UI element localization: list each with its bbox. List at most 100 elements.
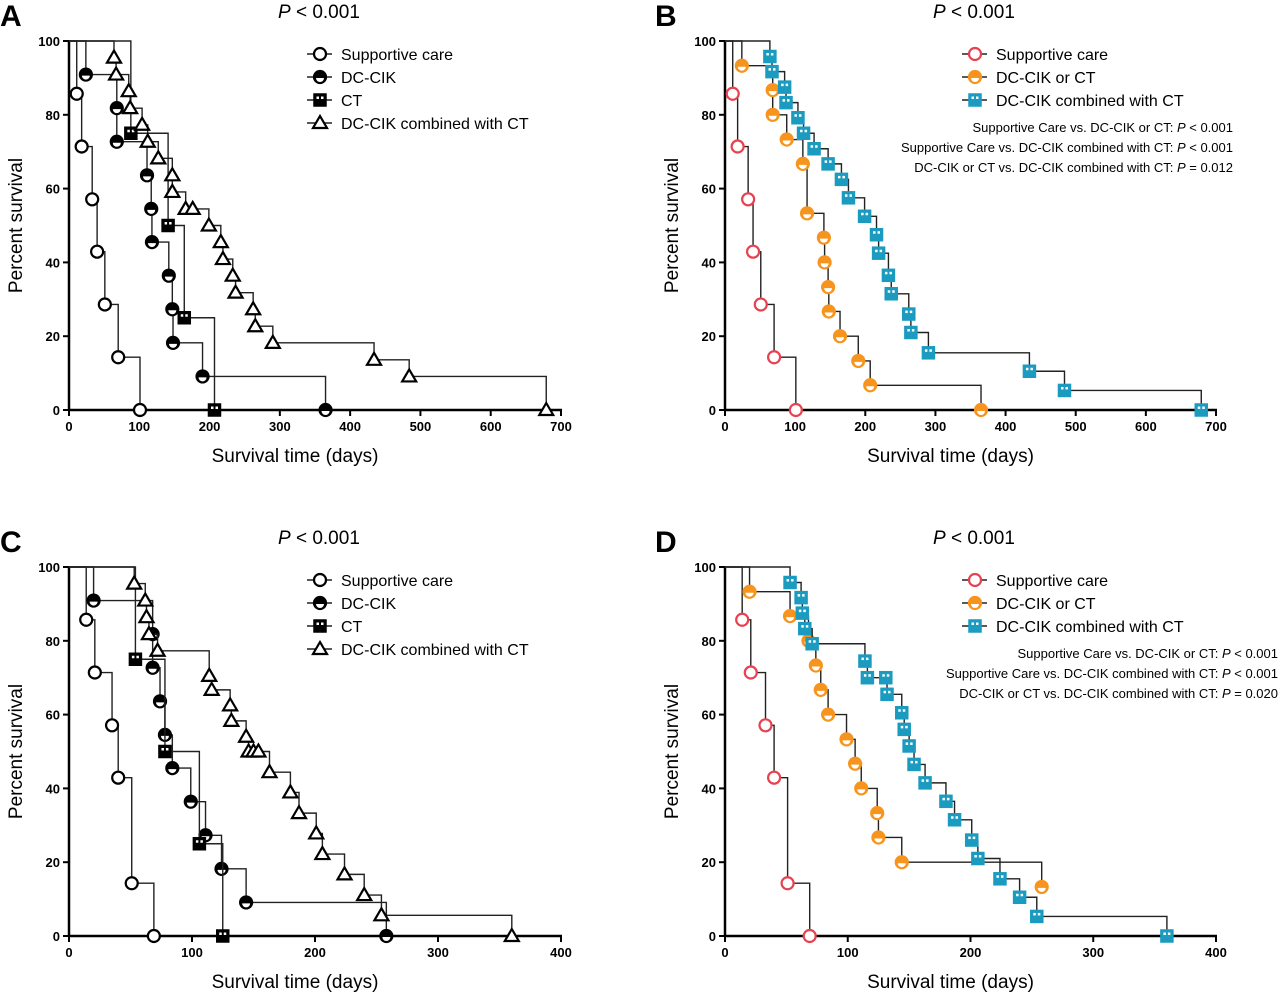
- censor-mark: [881, 268, 896, 283]
- censor-mark: [832, 329, 848, 344]
- censor-mark: [86, 593, 101, 608]
- legend-marker: [313, 619, 327, 633]
- censor-mark: [971, 851, 985, 866]
- panel-d: D P < 0.001 0 100 200 300 400 0 20 40 60 80 100 Survi…: [655, 526, 1278, 993]
- censor-mark: [97, 297, 112, 312]
- censor-mark: [237, 727, 256, 743]
- censor-mark: [1194, 403, 1209, 417]
- censor-mark: [821, 304, 836, 319]
- legend-marker: [967, 572, 983, 588]
- censor-mark: [1030, 909, 1044, 924]
- censor-mark: [161, 268, 176, 283]
- censor-mark: [109, 101, 124, 116]
- censor-mark: [74, 139, 89, 154]
- y-axis-label: Percent survival: [6, 684, 27, 819]
- y-tick-label: 0: [53, 929, 60, 944]
- y-tick-label: 60: [702, 182, 716, 197]
- censor-mark: [939, 794, 953, 809]
- x-tick-label: 100: [128, 419, 150, 434]
- censor-mark: [244, 300, 263, 316]
- censor-mark: [993, 872, 1007, 886]
- series-dc-cik-or-ct: [725, 40, 989, 418]
- censor-mark: [144, 201, 159, 216]
- legend-item: CT: [307, 619, 363, 636]
- x-tick-label: 100: [837, 945, 859, 960]
- legend-label: DC-CIK combined with CT: [341, 642, 529, 659]
- series-dc-cik: [69, 40, 333, 418]
- y-tick-label: 20: [46, 855, 60, 870]
- legend-item: DC-CIK combined with CT: [962, 93, 1184, 110]
- censor-mark: [177, 311, 192, 325]
- censor-mark: [795, 606, 810, 620]
- censor-mark: [795, 156, 810, 171]
- censor-mark: [851, 353, 866, 369]
- y-tick-label: 0: [53, 403, 60, 418]
- legend-marker: [311, 639, 329, 656]
- censor-mark: [239, 895, 254, 910]
- censor-mark: [779, 95, 793, 110]
- legend-marker: [312, 46, 328, 62]
- legend-marker: [967, 595, 983, 611]
- censor-mark: [858, 654, 872, 668]
- censor-mark: [879, 670, 893, 685]
- y-axis-label: Percent survival: [662, 684, 683, 819]
- censor-mark: [897, 722, 911, 737]
- legend-marker: [311, 113, 329, 130]
- censor-mark: [894, 855, 909, 870]
- censor-mark: [78, 67, 93, 82]
- censor-mark: [848, 756, 863, 771]
- panel-title: P < 0.001: [933, 2, 1015, 23]
- censor-mark: [763, 49, 777, 64]
- censor-mark: [136, 591, 155, 607]
- x-tick-label: 400: [995, 419, 1017, 434]
- censor-mark: [158, 744, 172, 759]
- censor-mark: [165, 761, 180, 776]
- censor-mark: [904, 325, 918, 340]
- censor-mark: [765, 82, 780, 98]
- y-tick-label: 80: [702, 634, 716, 649]
- censor-mark: [799, 206, 815, 221]
- censor-mark: [796, 126, 811, 140]
- censor-mark: [111, 770, 126, 785]
- censor-mark: [788, 402, 803, 418]
- x-axis-label: Survival time (days): [867, 446, 1034, 467]
- comparison-pvalue: DC-CIK or CT vs. DC-CIK combined with CT…: [959, 686, 1278, 701]
- censor-mark: [839, 732, 854, 747]
- series-ct: [69, 40, 222, 417]
- legend-label: DC-CIK combined with CT: [996, 619, 1184, 636]
- panel-letter: B: [655, 0, 677, 33]
- censor-mark: [137, 608, 156, 624]
- censor-mark: [902, 739, 916, 753]
- y-tick-label: 60: [46, 708, 60, 723]
- y-tick-label: 80: [702, 108, 716, 123]
- censor-mark: [222, 711, 241, 727]
- legend-item: Supportive care: [962, 572, 1108, 590]
- censor-mark: [202, 680, 221, 696]
- censor-mark: [165, 335, 181, 350]
- censor-mark: [813, 682, 828, 697]
- censor-mark: [1034, 879, 1049, 895]
- censor-mark: [902, 307, 916, 321]
- censor-mark: [765, 64, 779, 79]
- x-tick-label: 400: [339, 419, 361, 434]
- y-tick-label: 40: [46, 255, 60, 270]
- panel-title: P < 0.001: [933, 528, 1015, 549]
- censor-mark: [880, 687, 894, 702]
- x-tick-label: 100: [181, 945, 203, 960]
- censor-mark: [223, 266, 242, 282]
- censor-mark: [249, 742, 268, 758]
- censor-mark: [214, 861, 229, 876]
- panel-c: C P < 0.001 0 100 200 300 400 0 20 40 60 80 100 Survi…: [0, 526, 572, 993]
- censor-mark: [821, 707, 836, 722]
- censor-mark: [87, 665, 102, 680]
- censor-mark: [745, 244, 761, 259]
- legend-label: DC-CIK: [341, 596, 396, 613]
- legend-marker: [968, 93, 982, 107]
- censor-mark: [138, 132, 157, 148]
- y-axis-label: Percent survival: [6, 158, 27, 293]
- censor-mark: [730, 139, 745, 154]
- x-tick-label: 0: [721, 419, 728, 434]
- legend-label: DC-CIK or CT: [996, 70, 1096, 87]
- censor-mark: [139, 168, 155, 183]
- legend-label: DC-CIK combined with CT: [341, 116, 529, 133]
